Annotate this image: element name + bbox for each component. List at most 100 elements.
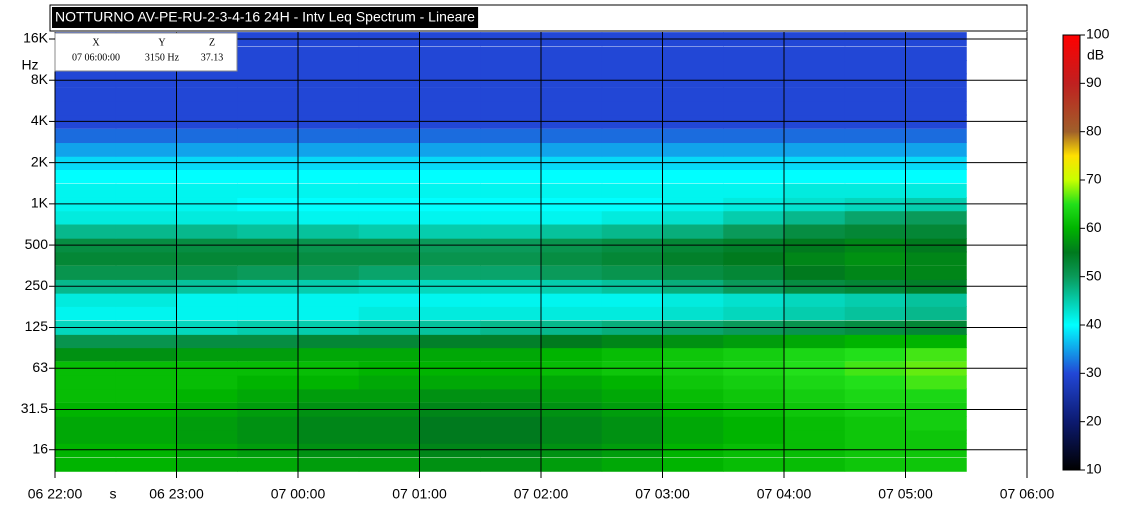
heat-cell <box>358 46 420 62</box>
heat-cell <box>601 224 663 239</box>
heat-cell <box>844 46 906 62</box>
heat-cell <box>784 305 846 321</box>
colorbar <box>1062 34 1081 471</box>
heat-cell <box>176 333 238 349</box>
heat-cell <box>55 375 117 390</box>
heat-cell <box>662 457 724 472</box>
colorbar-tick-label: 40 <box>1086 316 1102 332</box>
heat-cell <box>358 210 420 225</box>
heat-cell <box>419 60 481 75</box>
heat-cell <box>662 169 724 184</box>
x-tick-label: 07 03:00 <box>635 486 690 502</box>
heat-cell <box>480 142 542 157</box>
heat-cell <box>115 101 177 116</box>
heat-cell <box>480 251 542 266</box>
heat-cell <box>601 416 663 431</box>
heat-cell <box>905 183 967 198</box>
heat-cell <box>358 87 420 102</box>
colorbar-tick-label: 100 <box>1086 26 1110 42</box>
heat-cell <box>358 265 420 280</box>
readout-header: Y <box>158 37 165 48</box>
heat-cell <box>784 169 846 184</box>
heat-cell <box>662 128 724 144</box>
heat-cell <box>662 183 724 198</box>
heat-cell <box>541 457 603 472</box>
heat-cell <box>723 347 785 362</box>
heat-cell <box>784 292 846 307</box>
colorbar-tick-label: 70 <box>1086 171 1102 187</box>
heat-cell <box>541 142 603 157</box>
heat-cell <box>55 292 117 307</box>
heat-cell <box>176 429 238 444</box>
heat-cell <box>541 224 603 239</box>
heat-cell <box>237 46 299 62</box>
heat-cell <box>358 375 420 390</box>
heat-cell <box>844 60 906 75</box>
heat-cell <box>298 305 360 321</box>
heat-cell <box>723 251 785 266</box>
heat-cell <box>601 101 663 116</box>
heat-cell <box>115 292 177 307</box>
heat-cell <box>905 101 967 116</box>
heat-cell <box>662 87 724 102</box>
heat-cell <box>601 429 663 444</box>
heat-cell <box>601 60 663 75</box>
heat-cell <box>601 142 663 157</box>
heat-cell <box>176 347 238 362</box>
heat-cell <box>55 333 117 349</box>
heat-cell <box>662 142 724 157</box>
heat-cell <box>480 305 542 321</box>
heat-cell <box>844 416 906 431</box>
heat-cell <box>115 305 177 321</box>
heat-cell <box>298 210 360 225</box>
heat-cell <box>115 251 177 266</box>
heat-cell <box>237 142 299 157</box>
heat-cell <box>480 128 542 144</box>
heat-cell <box>905 347 967 362</box>
y-tick-label: 16K <box>23 30 49 46</box>
heat-cell <box>237 347 299 362</box>
heat-cell <box>419 305 481 321</box>
heat-cell <box>176 375 238 390</box>
heat-cell <box>176 251 238 266</box>
heat-cell <box>844 347 906 362</box>
heat-cell <box>784 142 846 157</box>
heat-cell <box>601 251 663 266</box>
heat-cell <box>662 388 724 403</box>
heat-cell <box>115 375 177 390</box>
heat-cell <box>358 347 420 362</box>
heat-cell <box>55 183 117 198</box>
heat-cell <box>784 210 846 225</box>
heat-cell <box>55 87 117 102</box>
heat-cell <box>662 224 724 239</box>
heat-cell <box>237 265 299 280</box>
heat-cell <box>723 375 785 390</box>
heat-cell <box>662 210 724 225</box>
heat-cell <box>176 265 238 280</box>
heat-cell <box>358 416 420 431</box>
heat-cell <box>419 128 481 144</box>
y-tick-label: 500 <box>25 236 49 252</box>
heat-cell <box>176 305 238 321</box>
heat-cell <box>784 251 846 266</box>
heat-cell <box>358 142 420 157</box>
heat-cell <box>541 333 603 349</box>
heat-cell <box>419 142 481 157</box>
heat-cell <box>298 60 360 75</box>
heat-cell <box>237 210 299 225</box>
heat-cell <box>601 333 663 349</box>
heat-cell <box>905 265 967 280</box>
heat-cell <box>298 457 360 472</box>
heat-cell <box>723 183 785 198</box>
heat-cell <box>115 265 177 280</box>
heat-cell <box>662 251 724 266</box>
heat-cell <box>176 183 238 198</box>
heat-cell <box>662 416 724 431</box>
y-tick-label: 1K <box>31 195 49 211</box>
heat-cell <box>480 292 542 307</box>
heat-cell <box>784 224 846 239</box>
heat-cell <box>55 388 117 403</box>
heat-cell <box>905 169 967 184</box>
heat-cell <box>298 251 360 266</box>
